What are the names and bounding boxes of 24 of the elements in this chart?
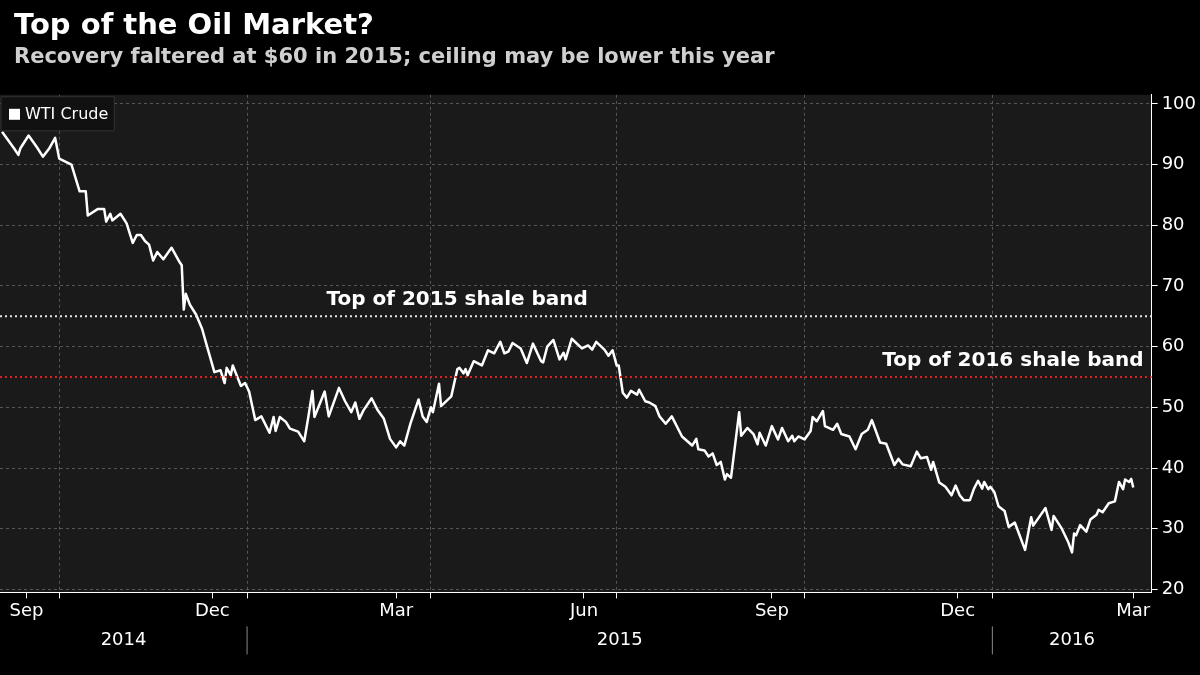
y-tick-label: 100 [1161,91,1196,113]
x-tick-label: Mar [379,598,414,620]
y-tick-label: 70 [1161,273,1185,295]
y-tick-label: 60 [1161,334,1185,356]
text: 2016 [1049,628,1095,650]
x-tick-label: Sep [754,598,789,620]
ref-line-label: Top of 2016 shale band [882,347,1144,372]
legend-label: WTI Crude [25,103,109,123]
y-tick-label: 30 [1161,516,1185,538]
x-tick-label: Jun [568,598,599,620]
y-tick-label: 80 [1161,212,1185,234]
x-tick-label: Dec [194,598,230,620]
text: 2015 [596,628,643,650]
x-tick-label: Mar [1116,598,1151,620]
ref-line-label: Top of 2015 shale band [326,286,588,311]
x-tick-label: Dec [940,598,976,620]
y-tick-label: 40 [1161,455,1185,477]
chart-title: Top of the Oil Market? [14,6,375,42]
y-tick-label: 90 [1161,152,1185,174]
x-tick-label: Sep [9,598,44,620]
y-tick-label: 50 [1161,394,1185,416]
chart-subtitle: Recovery faltered at $60 in 2015; ceiling may be lower this year [14,43,776,70]
text: 2014 [100,628,147,650]
y-tick-label: 20 [1161,577,1185,599]
